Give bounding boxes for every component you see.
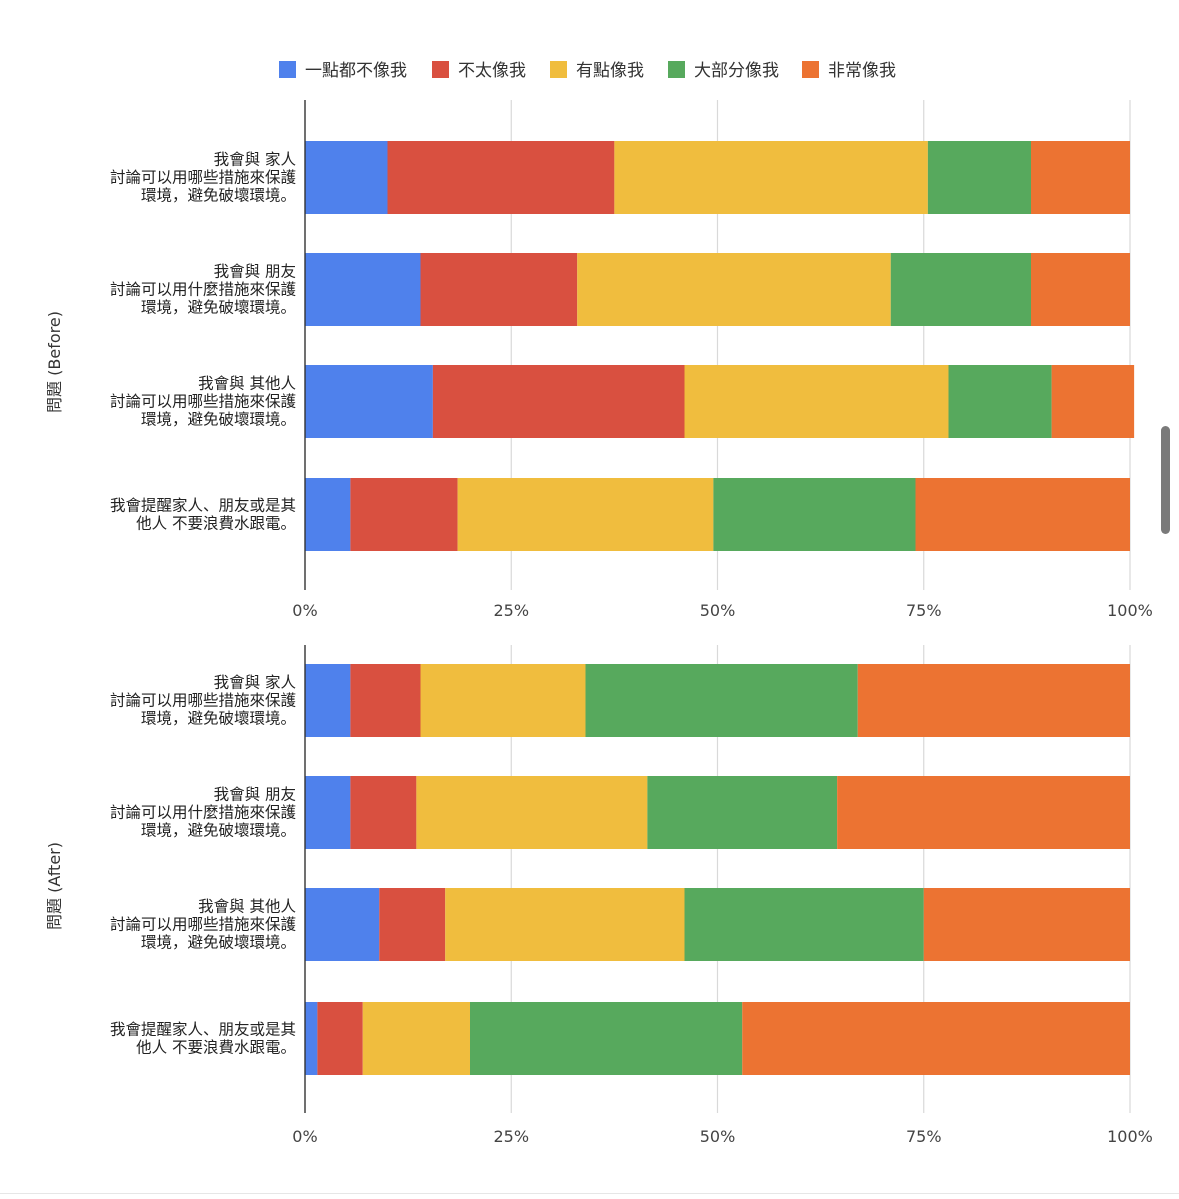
bar-segment [305,141,388,214]
bar-segment [470,1002,743,1075]
x-tick-label: 75% [906,1127,942,1146]
x-tick-label: 25% [493,1127,529,1146]
legend-swatch [279,61,296,78]
bar-segment [305,365,433,438]
legend-label: 有點像我 [576,61,644,81]
bar-segment [379,888,446,961]
category-label: 我會與 其他人討論可以用哪些措施來保護環境，避免破壞環境。 [110,898,297,952]
bar-segment [420,664,586,737]
x-tick-label: 0% [292,601,317,620]
category-label: 我會與 朋友討論可以用什麼措施來保護環境，避免破壞環境。 [110,786,297,840]
legend-label: 大部分像我 [694,61,779,81]
chart-panel-before: 0% 25% 50% 75% 100% 我會與 家人討論可以用哪些措施來保護環境，避免破壞… [45,100,1153,620]
bar-segment [305,253,421,326]
category-label: 我會與 家人討論可以用哪些措施來保護環境，避免破壞環境。 [110,674,297,728]
x-tick-label: 50% [700,1127,736,1146]
bar-segment [857,664,1130,737]
bar-segment [457,478,714,551]
bar-segment [420,253,578,326]
legend: 一點都不像我 不太像我 有點像我 大部分像我 非常像我 [279,61,896,81]
bar-segment [432,365,685,438]
bar-segment [445,888,685,961]
y-axis-title: 問題 (Before) [45,311,64,413]
vertical-scrollbar[interactable] [1161,426,1170,534]
bar-segment [1031,141,1130,214]
bottom-divider [0,1193,1179,1194]
bar-segment [350,664,421,737]
legend-swatch [550,61,567,78]
x-tick-label: 100% [1107,1127,1153,1146]
legend-label: 非常像我 [828,61,896,81]
bar-segment [742,1002,1130,1075]
bar-segment [948,365,1052,438]
bar-segment [317,1002,363,1075]
bar-segment [1051,365,1135,438]
bar-segment [362,1002,470,1075]
category-label: 我會提醒家人、朋友或是其他人 不要浪費水跟電。 [110,497,296,533]
bar-segment [585,664,858,737]
bar-segment [305,478,351,551]
legend-swatch [668,61,685,78]
bar-segment [350,478,458,551]
category-label: 我會與 其他人討論可以用哪些措施來保護環境，避免破壞環境。 [110,375,297,429]
category-label: 我會與 家人討論可以用哪些措施來保護環境，避免破壞環境。 [110,151,297,205]
bar-segment [1031,253,1130,326]
category-label: 我會與 朋友討論可以用什麼措施來保護環境，避免破壞環境。 [110,263,297,317]
legend-label: 一點都不像我 [305,61,407,81]
bar-segment [577,253,891,326]
bar-segment [923,888,1130,961]
bar-segment [416,776,648,849]
x-tick-label: 0% [292,1127,317,1146]
legend-swatch [432,61,449,78]
bar-segment [305,776,351,849]
bar-segment [837,776,1130,849]
x-tick-label: 100% [1107,601,1153,620]
y-axis-title: 問題 (After) [45,842,64,930]
bar-segment [713,478,916,551]
bar-segment [684,365,949,438]
legend-swatch [802,61,819,78]
x-tick-label: 50% [700,601,736,620]
bar-segment [684,888,924,961]
bar-segment [350,776,417,849]
category-label: 我會提醒家人、朋友或是其他人 不要浪費水跟電。 [110,1021,296,1057]
bar-segment [305,1002,318,1075]
bar-segment [647,776,838,849]
bar-segment [915,478,1130,551]
bar-segment [890,253,1031,326]
bar-segment [614,141,928,214]
bar-segment [305,664,351,737]
x-tick-label: 25% [493,601,529,620]
bar-segment [305,888,380,961]
chart-panel-after: 0% 25% 50% 75% 100% 我會與 家人討論可以用哪些措施來保護環境，避免破壞… [45,645,1153,1146]
x-tick-label: 75% [906,601,942,620]
legend-label: 不太像我 [458,61,526,81]
bar-segment [387,141,615,214]
bar-segment [927,141,1031,214]
